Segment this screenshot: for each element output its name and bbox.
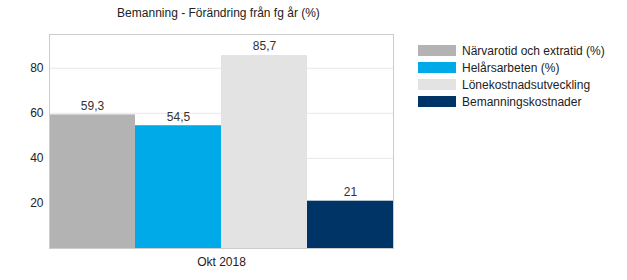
html-text:Närvarotid och extratid (%): Närvarotid och extratid (%) (462, 43, 605, 58)
svg-text:80: 80 (30, 61, 44, 75)
svg-text:60: 60 (30, 106, 44, 120)
svg-text:21: 21 (344, 185, 358, 199)
html-text:Bemanning - Förändring från fg: Bemanning - Förändring från fg år (%) (117, 6, 320, 20)
html-text:Lönekostnadsutveckling: Lönekostnadsutveckling (462, 77, 591, 92)
svg-text:Okt 2018: Okt 2018 (197, 255, 246, 269)
svg-text:59,3: 59,3 (81, 99, 105, 113)
html-text:Helårsarbeten (%): Helårsarbeten (%) (462, 60, 560, 75)
svg-text:54,5: 54,5 (167, 110, 191, 124)
html-text:Bemanningskostnader: Bemanningskostnader (462, 94, 582, 109)
svg-text:40: 40 (30, 151, 44, 165)
svg-text:85,7: 85,7 (253, 39, 277, 53)
svg-text:20: 20 (30, 196, 44, 210)
